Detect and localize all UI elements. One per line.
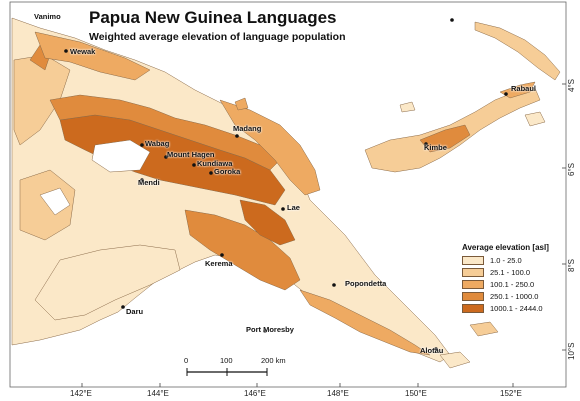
scale-label-200: 200 km <box>261 356 286 365</box>
region-highland-fringe <box>49 94 281 171</box>
mainland-landmass <box>11 17 451 363</box>
place-label-madang: Madang <box>233 124 262 133</box>
place-label-popondetta: Popondetta <box>345 279 387 288</box>
place-label-lae: Lae <box>287 203 300 212</box>
island-1 <box>524 111 546 127</box>
scale-label-100: 100 <box>220 356 233 365</box>
region-no-data-2 <box>39 187 71 216</box>
place-label-daru: Daru <box>126 307 144 316</box>
legend-item: 100.1 - 250.0 <box>462 279 562 290</box>
scale-bar <box>186 368 268 376</box>
island-3 <box>469 321 499 337</box>
legend-label: 1000.1 - 2444.0 <box>490 304 543 313</box>
longitude-label: 148°E <box>327 389 349 398</box>
legend-swatch <box>462 256 484 265</box>
legend-item: 25.1 - 100.0 <box>462 267 562 278</box>
place-label-kundiawa: Kundiawa <box>197 159 233 168</box>
small-islands <box>234 97 546 369</box>
longitude-label: 152°E <box>500 389 522 398</box>
region-no-data-1 <box>91 139 151 173</box>
legend-item: 250.1 - 1000.0 <box>462 291 562 302</box>
legend-label: 1.0 - 25.0 <box>490 256 522 265</box>
legend-swatch <box>462 292 484 301</box>
place-label-vanimo: Vanimo <box>34 12 61 21</box>
place-label-port-moresby: Port Moresby <box>246 325 294 334</box>
graticule-ticks <box>81 83 566 387</box>
island-5 <box>234 97 249 111</box>
place-label-wabag: Wabag <box>145 139 170 148</box>
legend-swatch <box>462 280 484 289</box>
place-label-kimbe: Kimbe <box>424 143 447 152</box>
legend-item: 1000.1 - 2444.0 <box>462 303 562 314</box>
region-madang-huon <box>219 99 321 196</box>
region-owen-stanley <box>239 199 296 246</box>
map-title: Papua New Guinea Languages <box>89 8 337 27</box>
region-papuan-peninsula <box>299 289 431 356</box>
legend-item: 1.0 - 25.0 <box>462 255 562 266</box>
region-fly-lowlands <box>34 244 181 321</box>
new-britain-island <box>364 81 541 173</box>
legend: Average elevation [asl] 1.0 - 25.0 25.1 … <box>462 243 562 315</box>
legend-label: 100.1 - 250.0 <box>490 280 535 289</box>
longitude-label: 150°E <box>405 389 427 398</box>
new-ireland-island <box>474 21 561 81</box>
longitude-label: 142°E <box>70 389 92 398</box>
legend-swatch <box>462 268 484 277</box>
new-britain-hills <box>419 124 471 153</box>
new-ireland-base <box>474 21 561 81</box>
place-label-alotau: Alotau <box>420 346 444 355</box>
legend-title: Average elevation [asl] <box>462 243 549 252</box>
longitude-label: 144°E <box>147 389 169 398</box>
longitude-label: 146°E <box>244 389 266 398</box>
scale-label-0: 0 <box>184 356 189 365</box>
place-label-kerema: Kerema <box>205 259 233 268</box>
region-north-coast <box>34 31 151 81</box>
place-label-mount-hagen: Mount Hagen <box>167 150 215 159</box>
legend-swatch <box>462 304 484 313</box>
region-south-central <box>184 209 301 291</box>
place-label-goroka: Goroka <box>214 167 241 176</box>
island-2 <box>439 351 471 369</box>
place-label-mendi: Mendi <box>138 178 160 187</box>
latitude-label: 4°S <box>567 79 576 92</box>
place-label-rabaul: Rabaul <box>511 84 537 93</box>
latitude-label: 10°S <box>567 342 576 360</box>
gazelle-peninsula <box>499 81 536 99</box>
island-4 <box>399 101 416 113</box>
latitude-label: 6°S <box>567 163 576 176</box>
legend-label: 250.1 - 1000.0 <box>490 292 539 301</box>
latitude-label: 8°S <box>567 259 576 272</box>
legend-label: 25.1 - 100.0 <box>490 268 531 277</box>
place-label-wewak: Wewak <box>70 47 96 56</box>
map-subtitle: Weighted average elevation of language p… <box>89 31 346 43</box>
place-markers <box>64 18 508 351</box>
